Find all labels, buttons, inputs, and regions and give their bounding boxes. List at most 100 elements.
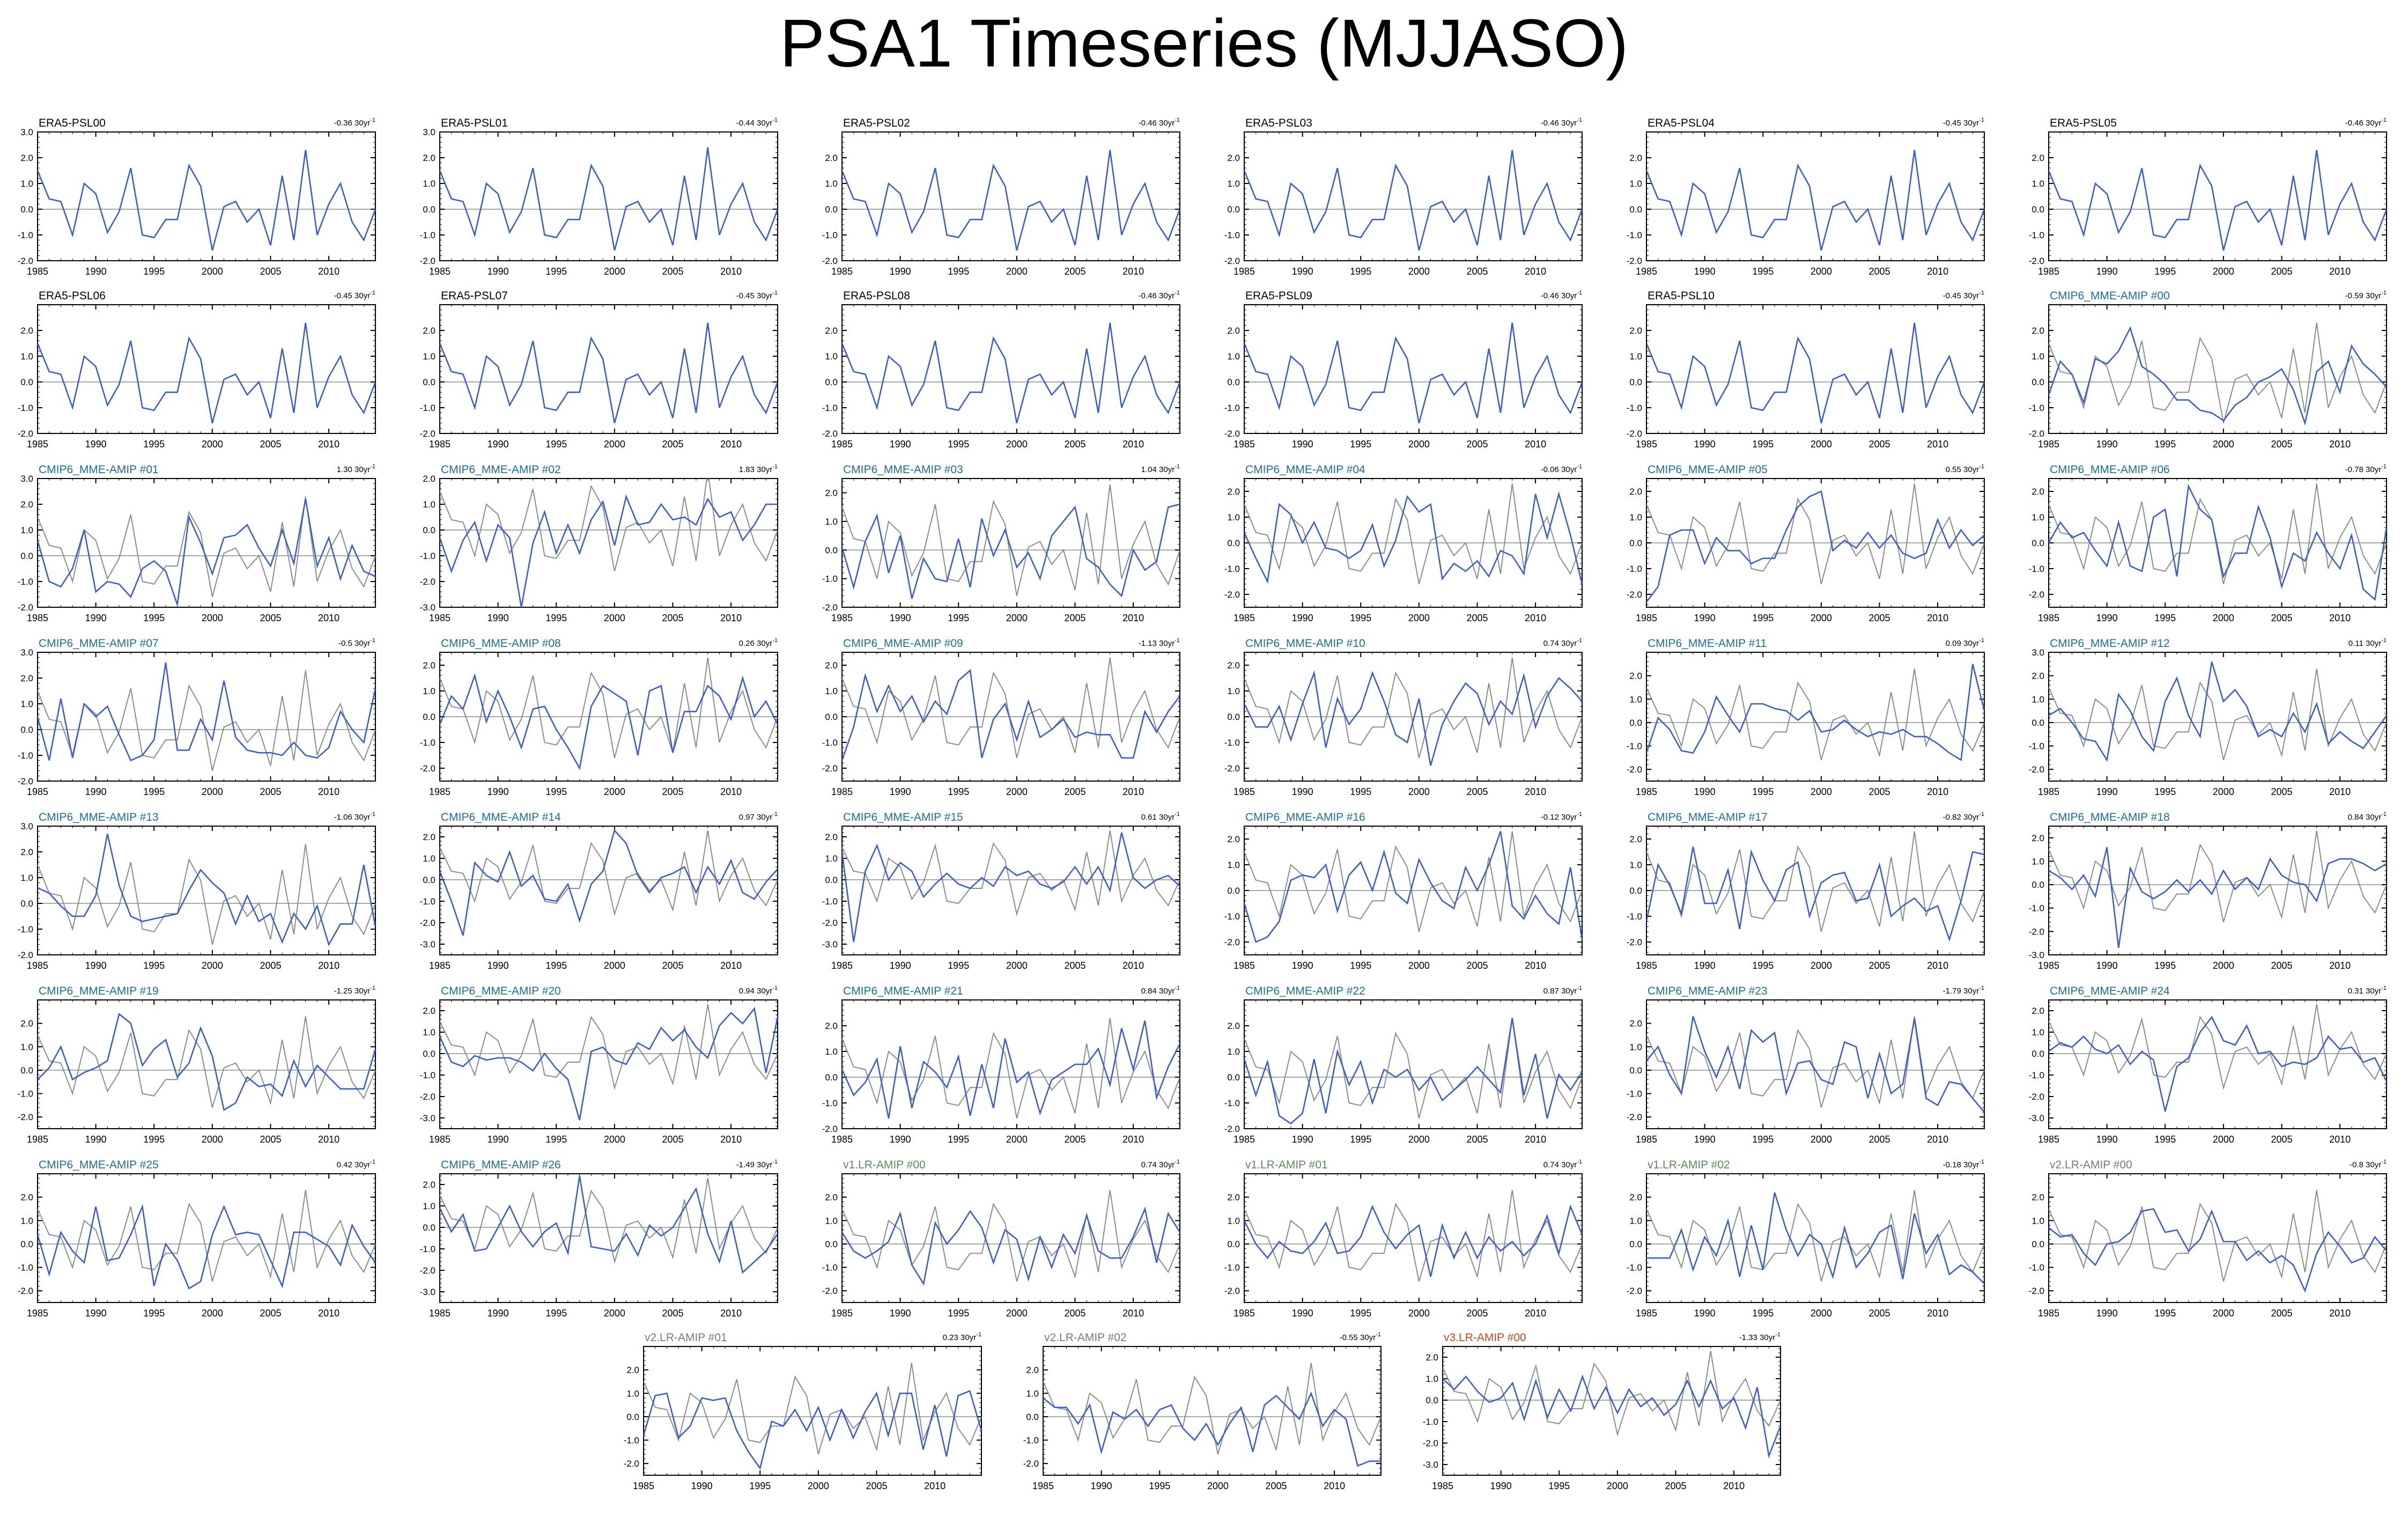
panel-label: CMIP6_MME-AMIP #21: [843, 985, 963, 997]
y-tick-label: 2.0: [1629, 326, 1642, 336]
panel-26: CMIP6_MME-AMIP #15 0.61 30yr-1 2.0 1.0 0.0 -1…: [822, 811, 1180, 971]
y-tick-label: -2.0: [2029, 764, 2044, 775]
y-tick-label: -2.0: [18, 776, 33, 786]
panel-series-line: [842, 322, 1180, 424]
y-tick-label: -1.0: [18, 750, 33, 761]
x-tick-label: 2000: [1408, 786, 1430, 797]
y-tick-label: 0.0: [2032, 880, 2044, 890]
panel-23: CMIP6_MME-AMIP #12 0.11 30yr-1 3.0 2.0 1.0 0.…: [2029, 637, 2387, 797]
x-tick-label: 2010: [1525, 439, 1546, 450]
x-tick-label: 2000: [604, 266, 625, 277]
x-tick-label: 2000: [1811, 1134, 1832, 1145]
x-tick-label: 2000: [604, 960, 625, 971]
panel-frame: [841, 131, 1180, 261]
x-tick-label: 2005: [662, 786, 683, 797]
panel-label: ERA5-PSL05: [2050, 117, 2117, 129]
x-tick-label: 2005: [662, 1134, 683, 1145]
y-tick-label: 1.0: [1629, 512, 1642, 522]
y-tick-label: 1.0: [825, 179, 838, 189]
x-tick-label: 2005: [1466, 266, 1488, 277]
panel-series-line: [842, 503, 1180, 599]
y-tick-label: 1.0: [20, 179, 33, 189]
x-tick-label: 1995: [545, 786, 567, 797]
x-tick-label: 2010: [1122, 266, 1144, 277]
panel-series-line: [1244, 491, 1582, 585]
y-tick-label: 0.0: [2032, 538, 2044, 548]
y-tick-label: 0.0: [1227, 712, 1240, 722]
y-tick-label: -2.0: [420, 918, 435, 928]
x-tick-label: 1985: [831, 1134, 853, 1145]
reference-series-line: [1646, 483, 1984, 585]
panel-8: ERA5-PSL08 -0.46 30yr-12.01.00.0-1.0-2.01…: [822, 290, 1180, 450]
x-tick-label: 2005: [2271, 439, 2292, 450]
panel-label: CMIP6_MME-AMIP #09: [843, 637, 963, 650]
x-tick-label: 1990: [2096, 266, 2118, 277]
x-tick-label: 1995: [143, 1134, 165, 1145]
x-tick-label: 2010: [1927, 786, 1948, 797]
x-tick-label: 2010: [2329, 266, 2351, 277]
y-tick-label: 2.0: [2032, 1006, 2044, 1016]
y-tick-label: 0.0: [825, 1072, 838, 1083]
x-tick-label: 1995: [1350, 613, 1371, 623]
y-tick-label: 3.0: [423, 127, 435, 137]
y-tick-label: 2.0: [1227, 487, 1240, 497]
y-tick-label: 2.0: [423, 153, 435, 163]
x-tick-label: 2005: [662, 960, 683, 971]
x-tick-label: 2000: [1811, 960, 1832, 971]
reference-series-line: [38, 1016, 375, 1108]
x-tick-label: 2005: [662, 266, 683, 277]
x-tick-label: 1990: [1694, 786, 1716, 797]
x-tick-label: 1985: [27, 613, 48, 623]
reference-series-line: [1244, 483, 1582, 585]
panel-trend: -0.06 30yr-1: [1541, 463, 1582, 474]
y-tick-label: 1.0: [20, 873, 33, 883]
y-tick-label: -2.0: [822, 918, 838, 928]
y-tick-label: 2.0: [1227, 1021, 1240, 1031]
x-tick-label: 2005: [1064, 439, 1085, 450]
y-tick-label: 3.0: [20, 127, 33, 137]
y-tick-label: -2.0: [822, 1124, 838, 1134]
x-tick-label: 1990: [85, 786, 107, 797]
panel-label: CMIP6_MME-AMIP #03: [843, 463, 963, 476]
y-tick-label: 2.0: [825, 153, 838, 163]
y-tick-label: 0.0: [825, 377, 838, 387]
x-tick-label: 2010: [720, 1134, 742, 1145]
y-tick-label: 0.0: [1629, 1065, 1642, 1076]
x-tick-label: 2005: [1064, 786, 1085, 797]
panel-series-line: [440, 1006, 778, 1121]
x-tick-label: 1995: [143, 613, 165, 623]
x-tick-label: 2010: [1525, 960, 1546, 971]
y-tick-label: -2.0: [1224, 429, 1240, 439]
x-tick-label: 1990: [890, 960, 911, 971]
x-tick-label: 1995: [2154, 960, 2176, 971]
y-tick-label: -1.0: [1224, 403, 1240, 413]
reference-series-line: [1244, 831, 1582, 932]
panel-trend: -0.12 30yr-1: [1541, 811, 1582, 822]
x-tick-label: 2010: [1927, 439, 1948, 450]
panel-series-line: [2049, 847, 2387, 948]
y-tick-label: -1.0: [18, 230, 33, 240]
x-tick-label: 2000: [1811, 439, 1832, 450]
x-tick-label: 1990: [1694, 960, 1716, 971]
x-tick-label: 1990: [1292, 786, 1313, 797]
x-tick-label: 2000: [1408, 960, 1430, 971]
y-tick-label: -1.0: [18, 577, 33, 587]
x-tick-label: 2005: [1466, 1134, 1488, 1145]
reference-series-line: [842, 657, 1180, 759]
x-tick-label: 2010: [2329, 613, 2351, 623]
y-tick-label: 1.0: [825, 517, 838, 527]
x-tick-label: 2005: [2271, 266, 2292, 277]
y-tick-label: 1.0: [20, 1042, 33, 1052]
panel-frame: [439, 826, 778, 955]
x-tick-label: 1985: [831, 613, 853, 623]
x-tick-label: 1995: [2154, 439, 2176, 450]
panel-series-line: [38, 499, 375, 605]
panel-label: ERA5-PSL00: [39, 117, 106, 129]
y-tick-label: -1.0: [420, 896, 435, 907]
panel-series-line: [38, 663, 375, 762]
y-tick-label: -2.0: [2029, 1092, 2044, 1102]
y-tick-label: 1.0: [1629, 694, 1642, 704]
panel-trend: -0.46 30yr-1: [1139, 290, 1180, 300]
y-tick-label: 2.0: [1227, 660, 1240, 671]
panel-label: CMIP6_MME-AMIP #20: [441, 985, 561, 997]
